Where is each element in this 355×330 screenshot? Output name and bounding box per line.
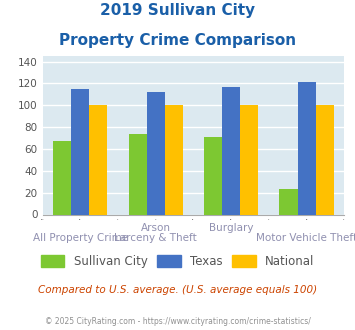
Bar: [71, 89, 89, 214]
Bar: [240, 105, 258, 214]
Bar: [316, 105, 334, 214]
Text: © 2025 CityRating.com - https://www.cityrating.com/crime-statistics/: © 2025 CityRating.com - https://www.city…: [45, 317, 310, 326]
Bar: [222, 87, 240, 214]
Text: Larceny & Theft: Larceny & Theft: [114, 233, 197, 243]
Text: Compared to U.S. average. (U.S. average equals 100): Compared to U.S. average. (U.S. average …: [38, 285, 317, 295]
Bar: [147, 92, 165, 214]
Bar: [204, 137, 222, 214]
Text: Arson: Arson: [141, 223, 171, 233]
Text: Burglary: Burglary: [209, 223, 253, 233]
Bar: [129, 134, 147, 214]
Text: 2019 Sullivan City: 2019 Sullivan City: [100, 3, 255, 18]
Text: Motor Vehicle Theft: Motor Vehicle Theft: [256, 233, 355, 243]
Bar: [53, 141, 71, 214]
Bar: [297, 82, 316, 214]
Text: Property Crime Comparison: Property Crime Comparison: [59, 33, 296, 48]
Bar: [165, 105, 183, 214]
Bar: [279, 189, 297, 214]
Bar: [89, 105, 108, 214]
Text: All Property Crime: All Property Crime: [33, 233, 128, 243]
Legend: Sullivan City, Texas, National: Sullivan City, Texas, National: [36, 250, 319, 273]
